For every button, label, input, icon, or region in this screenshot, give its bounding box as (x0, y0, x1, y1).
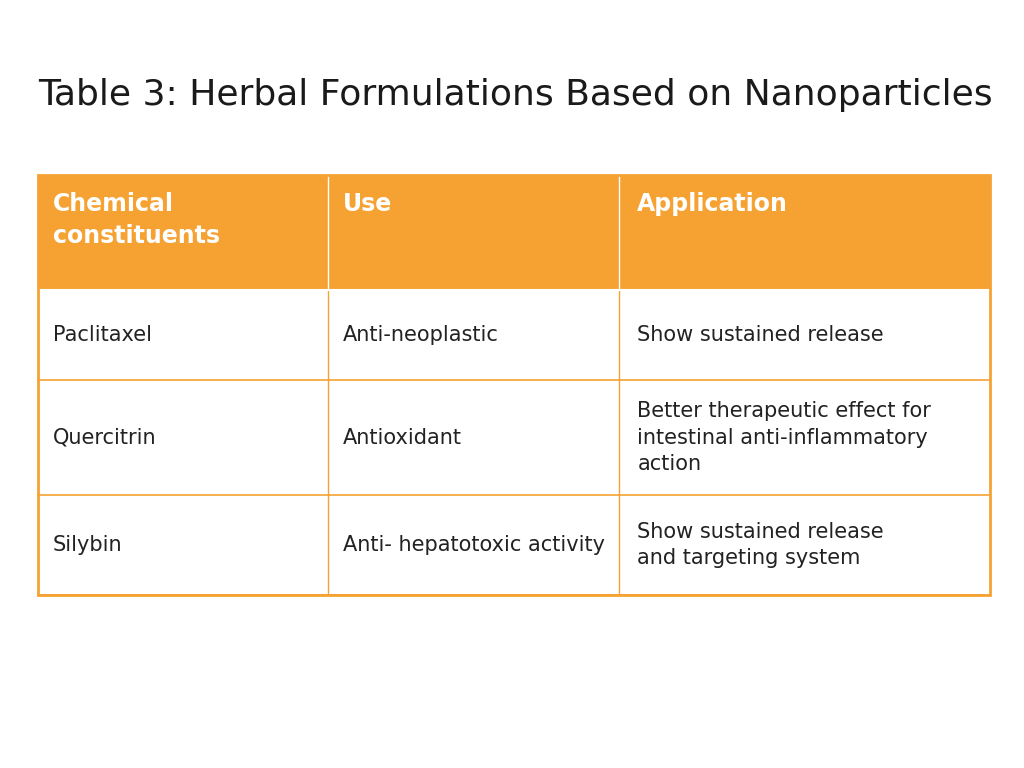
Text: Antioxidant: Antioxidant (343, 428, 462, 448)
Bar (38, 175, 990, 290)
Text: Application: Application (637, 192, 788, 217)
Text: Show sustained release
and targeting system: Show sustained release and targeting sys… (637, 521, 884, 568)
Text: Chemical
constituents: Chemical constituents (52, 192, 219, 248)
Bar (38, 380, 990, 495)
Bar (38, 175, 990, 595)
Text: Anti-neoplastic: Anti-neoplastic (343, 325, 499, 345)
Text: Anti- hepatotoxic activity: Anti- hepatotoxic activity (343, 535, 605, 555)
Text: Better therapeutic effect for
intestinal anti-inflammatory
action: Better therapeutic effect for intestinal… (637, 401, 931, 474)
Text: Silybin: Silybin (52, 535, 122, 555)
Text: Use: Use (343, 192, 392, 217)
Text: Quercitrin: Quercitrin (52, 428, 156, 448)
Text: Show sustained release: Show sustained release (637, 325, 884, 345)
Text: Paclitaxel: Paclitaxel (52, 325, 152, 345)
Text: Table 3: Herbal Formulations Based on Nanoparticles: Table 3: Herbal Formulations Based on Na… (38, 78, 992, 112)
Bar (38, 495, 990, 595)
Bar (38, 290, 990, 380)
